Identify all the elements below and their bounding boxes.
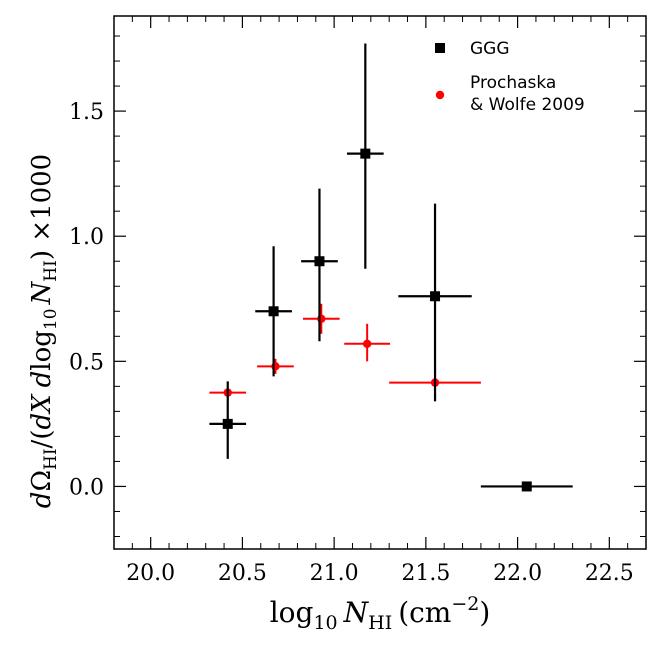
y-tick-label: 0.5 <box>69 350 104 375</box>
y-tick-label: 1.5 <box>69 100 104 125</box>
axis-ticks: 20.0 20.5 21.0 21.5 22.0 22.5 0.0 0.5 1.0 1.5 <box>69 16 646 586</box>
data-point-square <box>314 256 325 267</box>
x-tick-label: 21.5 <box>401 561 450 586</box>
plot-area <box>209 43 573 492</box>
data-point-circle <box>317 314 326 323</box>
x-tick-label: 21.0 <box>310 561 359 586</box>
legend-marker-prochaska-wolfe <box>435 90 445 100</box>
legend: GGG Prochaska & Wolfe 2009 <box>435 39 585 115</box>
x-tick-label: 22.0 <box>493 561 542 586</box>
y-tick-label: 1.0 <box>69 225 104 250</box>
data-point-square <box>268 306 279 317</box>
x-tick-label: 22.5 <box>585 561 634 586</box>
plot-frame <box>113 15 647 550</box>
data-point-square <box>360 148 371 159</box>
x-axis-label: log10 NHI (cm−2) <box>270 593 491 634</box>
x-tick-label: 20.5 <box>218 561 267 586</box>
legend-label-prochaska-wolfe: Prochaska & Wolfe 2009 <box>470 73 585 115</box>
data-point-square <box>430 291 441 302</box>
series-ggg <box>209 43 573 492</box>
legend-label-ggg: GGG <box>470 39 510 59</box>
legend-marker-ggg <box>435 43 445 53</box>
y-axis-label: dΩHI/(dXdlog10NHI) ×1000 <box>27 154 61 508</box>
x-tick-label: 20.0 <box>126 561 175 586</box>
data-point-circle <box>362 339 372 349</box>
data-point-circle <box>271 362 280 371</box>
y-tick-label: 0.0 <box>69 475 104 500</box>
series-prochaska-wolfe-2009 <box>209 303 573 491</box>
data-point-square <box>521 481 532 492</box>
data-point-square <box>222 418 233 429</box>
